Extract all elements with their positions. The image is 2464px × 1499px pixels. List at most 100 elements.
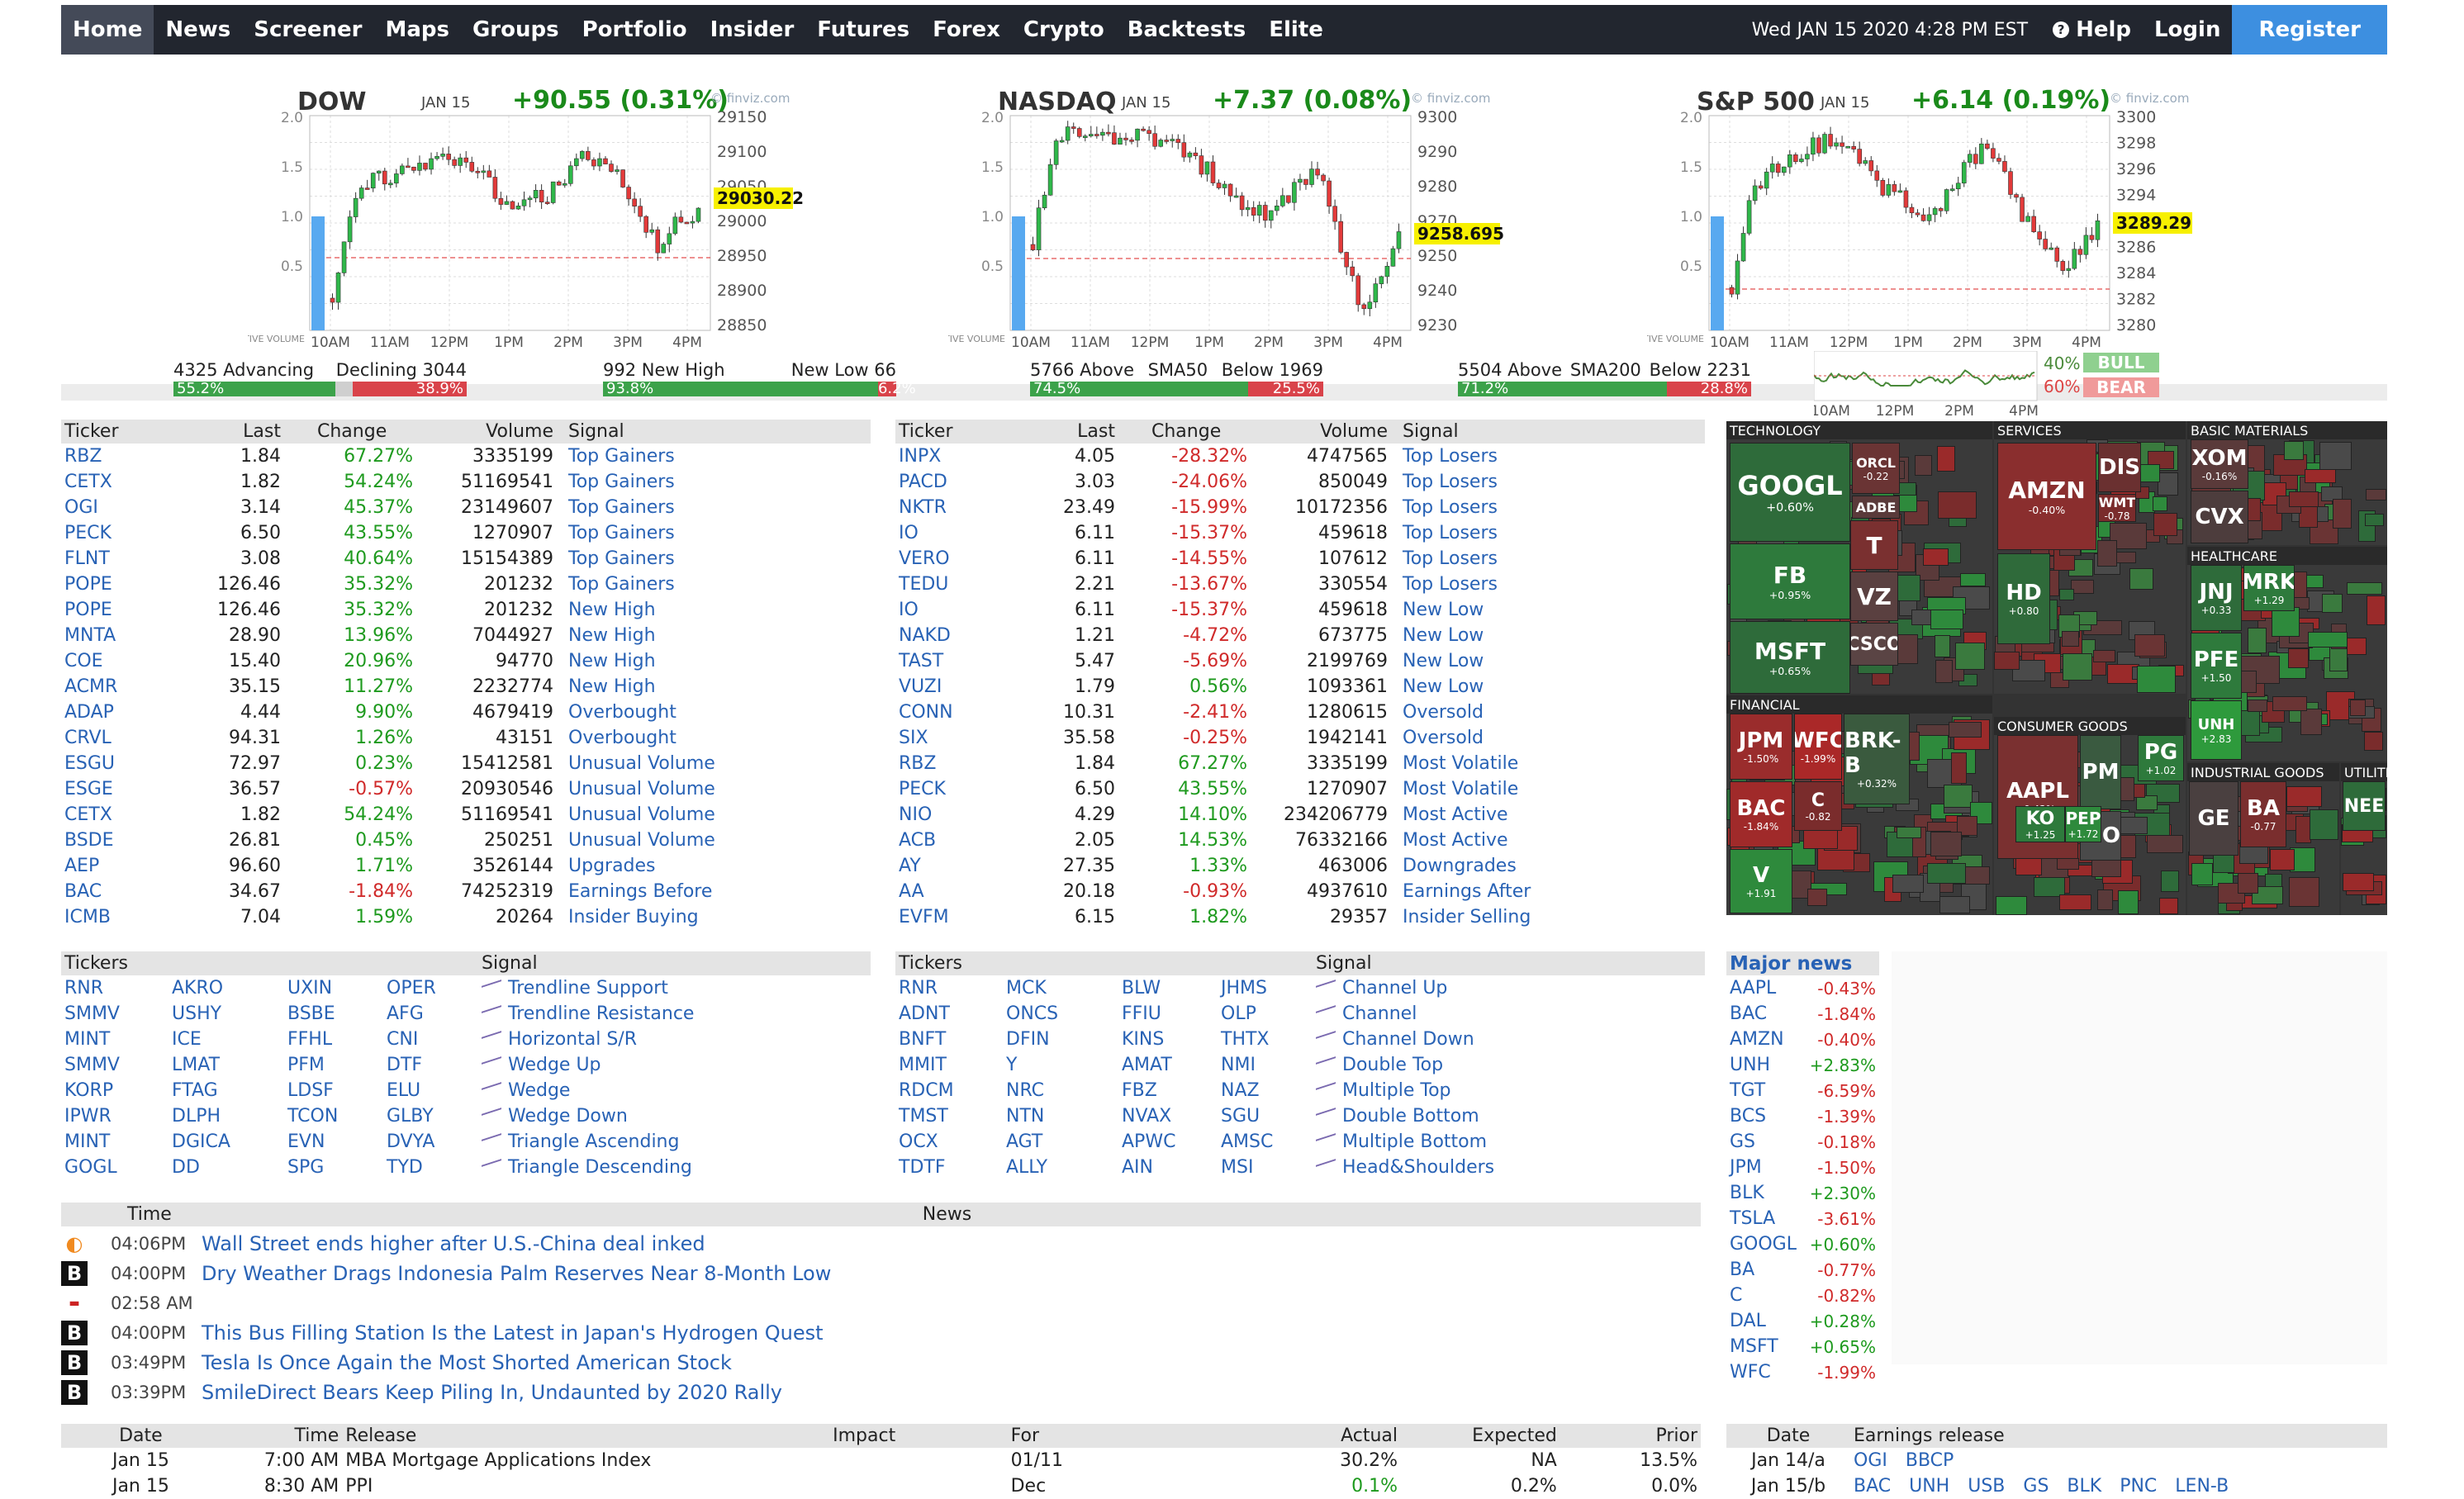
heatmap-small-tile[interactable] — [2137, 666, 2176, 694]
nav-home[interactable]: Home — [61, 5, 154, 55]
col-header[interactable]: Change — [1118, 420, 1251, 444]
ticker-link[interactable]: AMZN — [1730, 1029, 1784, 1050]
ticker-link[interactable]: SPG — [287, 1157, 325, 1178]
table-row[interactable]: ACMR 35.15 11.27% 2232774 New High — [61, 674, 871, 700]
heatmap-small-tile[interactable] — [2365, 513, 2384, 526]
signal-link[interactable]: Unusual Volume — [568, 804, 715, 825]
signal-link[interactable]: Top Losers — [1403, 472, 1498, 492]
ticker-link[interactable]: AY — [899, 856, 921, 876]
ticker-link[interactable]: UNH — [1730, 1055, 1771, 1075]
ticker-link[interactable]: CNI — [387, 1029, 419, 1050]
ticker-link[interactable]: MINT — [64, 1131, 111, 1152]
ticker-link[interactable]: LDSF — [287, 1080, 334, 1101]
ticker-link[interactable]: GS — [1730, 1131, 1756, 1152]
table-row[interactable]: NIO 4.29 14.10% 234206779 Most Active — [895, 802, 1705, 828]
heatmap-tile-brk-b[interactable]: BRK-B +0.32% — [1844, 714, 1910, 804]
signal-link[interactable]: New High — [568, 651, 656, 671]
table-row[interactable]: CRVL 94.31 1.26% 43151 Overbought — [61, 725, 871, 751]
signal-link[interactable]: Top Losers — [1403, 548, 1498, 569]
heatmap-small-tile[interactable] — [2300, 708, 2323, 735]
col-header[interactable]: Last — [1019, 420, 1118, 444]
ticker-link[interactable]: AAPL — [1730, 978, 1777, 999]
signal-link[interactable]: Oversold — [1403, 702, 1484, 723]
heatmap-small-tile[interactable] — [2134, 634, 2166, 657]
heatmap-small-tile[interactable] — [2305, 468, 2337, 483]
ticker-link[interactable]: MSI — [1221, 1157, 1254, 1178]
ticker-link[interactable]: APWC — [1122, 1131, 1176, 1152]
major-news-row[interactable]: GOOGL +0.60% — [1726, 1231, 1879, 1257]
nav-backtests[interactable]: Backtests — [1127, 17, 1246, 42]
signal-link[interactable]: Insider Selling — [1403, 907, 1531, 927]
major-news-row[interactable]: AMZN -0.40% — [1726, 1027, 1879, 1052]
ticker-link[interactable]: AFG — [387, 1003, 424, 1024]
col-header[interactable]: Ticker — [895, 420, 1019, 444]
col-header[interactable]: Last — [185, 420, 284, 444]
ticker-link[interactable]: VERO — [899, 548, 950, 569]
ticker-link[interactable]: IPWR — [64, 1106, 112, 1127]
ticker-link[interactable]: TGT — [1730, 1080, 1766, 1101]
major-news-row[interactable]: WFC -1.99% — [1726, 1359, 1879, 1385]
heatmap-tile-amzn[interactable]: AMZN -0.40% — [1997, 443, 2096, 550]
table-row[interactable]: PACD 3.03 -24.06% 850049 Top Losers — [895, 469, 1705, 495]
signal-link[interactable]: Most Volatile — [1403, 779, 1519, 799]
ticker-link[interactable]: ESGE — [64, 779, 113, 799]
signal-link[interactable]: New High — [568, 600, 656, 620]
nav-help[interactable]: ? Help — [2041, 5, 2143, 55]
ticker-link[interactable]: BBCP — [1905, 1450, 1954, 1471]
heatmap-sector[interactable]: HEALTHCARE — [2187, 547, 2387, 761]
heatmap-small-tile[interactable] — [2237, 873, 2258, 894]
heatmap-small-tile[interactable] — [2248, 628, 2267, 654]
heatmap-small-tile[interactable] — [1937, 446, 1956, 472]
pattern-signal-link[interactable]: Head&Shoulders — [1313, 1155, 1705, 1180]
table-row[interactable]: POPE 126.46 35.32% 201232 New High — [61, 597, 871, 623]
ticker-link[interactable]: OCX — [899, 1131, 938, 1152]
ticker-link[interactable]: TAST — [899, 651, 944, 671]
ticker-link[interactable]: OLP — [1221, 1003, 1256, 1024]
heatmap-small-tile[interactable] — [2059, 894, 2091, 910]
ticker-link[interactable]: IO — [899, 600, 919, 620]
heatmap-tile-pg[interactable]: PG +1.02 — [2138, 735, 2184, 781]
signal-link[interactable]: Top Losers — [1403, 446, 1498, 467]
heatmap-small-tile[interactable] — [2158, 898, 2179, 915]
signal-link[interactable]: Earnings After — [1403, 881, 1531, 902]
ticker-link[interactable]: NMI — [1221, 1055, 1256, 1075]
heatmap-small-tile[interactable] — [2367, 595, 2386, 626]
nav-forex[interactable]: Forex — [933, 17, 1000, 42]
major-news-title[interactable]: Major news — [1726, 951, 1879, 975]
ticker-link[interactable]: NIO — [899, 804, 933, 825]
ticker-link[interactable]: ACMR — [64, 676, 118, 697]
heatmap-small-tile[interactable] — [2349, 700, 2367, 716]
ticker-link[interactable]: NVAX — [1122, 1106, 1172, 1127]
signal-link[interactable]: Top Losers — [1403, 497, 1498, 518]
ticker-link[interactable]: ALLY — [1006, 1157, 1048, 1178]
table-row[interactable]: PECK 6.50 43.55% 1270907 Top Gainers — [61, 520, 871, 546]
ticker-link[interactable]: ADAP — [64, 702, 114, 723]
heatmap-small-tile[interactable] — [2096, 540, 2117, 567]
signal-link[interactable]: Unusual Volume — [568, 830, 715, 851]
table-row[interactable]: SIX 35.58 -0.25% 1942141 Oversold — [895, 725, 1705, 751]
heatmap-tile-adbe[interactable]: ADBE — [1852, 496, 1900, 519]
pattern-signal-link[interactable]: Multiple Bottom — [1313, 1129, 1705, 1155]
nav-register[interactable]: Register — [2232, 5, 2387, 55]
heatmap-small-tile[interactable] — [1897, 826, 1921, 839]
heatmap-small-tile[interactable] — [1930, 832, 1962, 856]
news-headline[interactable]: SmileDirect Bears Keep Piling In, Undaun… — [202, 1381, 782, 1404]
ticker-link[interactable]: POPE — [64, 600, 112, 620]
heatmap-tile-vz[interactable]: VZ — [1850, 572, 1898, 621]
ticker-link[interactable]: GLBY — [387, 1106, 434, 1127]
ticker-link[interactable]: DVYA — [387, 1131, 435, 1152]
signal-link[interactable]: Top Losers — [1403, 523, 1498, 543]
ticker-link[interactable]: WFC — [1730, 1362, 1771, 1383]
pattern-signal-link[interactable]: Channel — [1313, 1001, 1705, 1027]
col-header[interactable]: Volume — [416, 420, 557, 444]
heatmap-small-tile[interactable] — [1930, 610, 1963, 629]
table-row[interactable]: BSDE 26.81 0.45% 250251 Unusual Volume — [61, 828, 871, 853]
news-row[interactable]: ◐ 04:06PM Wall Street ends higher after U.… — [61, 1229, 1701, 1259]
ticker-link[interactable]: RDCM — [899, 1080, 954, 1101]
ticker-link[interactable]: TYD — [387, 1157, 423, 1178]
signal-link[interactable]: Top Gainers — [568, 446, 675, 467]
ticker-link[interactable]: IO — [899, 523, 919, 543]
heatmap-small-tile[interactable] — [1926, 863, 1966, 884]
ticker-link[interactable]: AMSC — [1221, 1131, 1274, 1152]
heatmap-tile-wfc[interactable]: WFC-1.99% — [1794, 714, 1842, 780]
